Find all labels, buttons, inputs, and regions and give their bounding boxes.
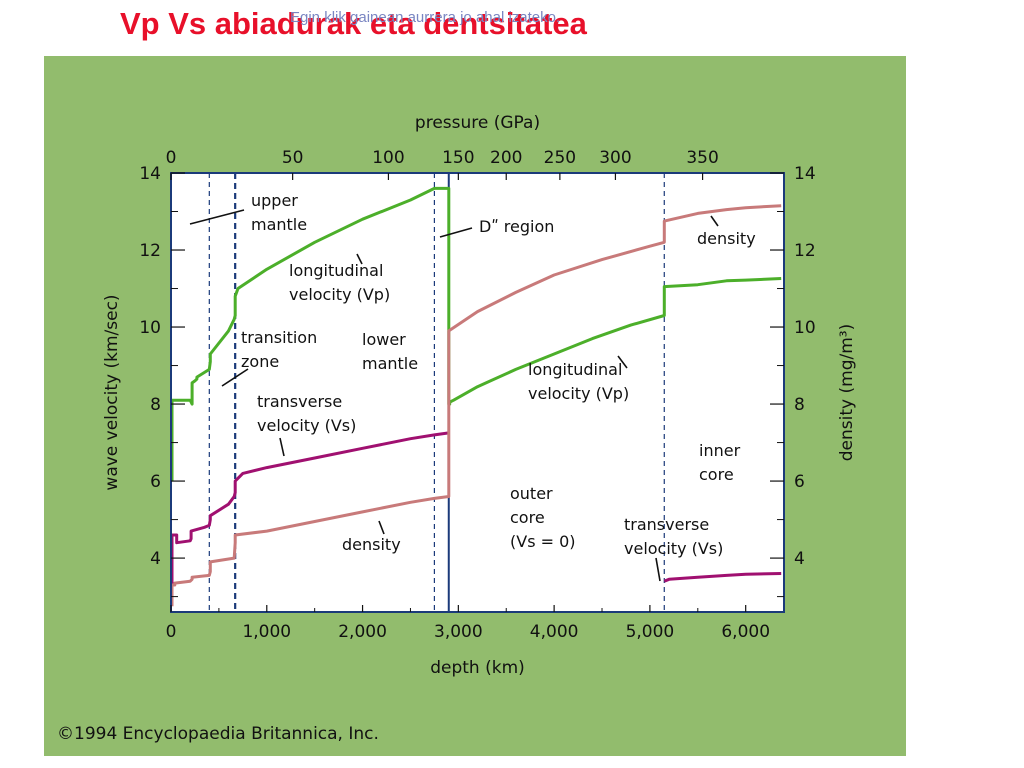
- annotation-text: density: [342, 535, 401, 554]
- earth-interior-chart: 0 1,000 2,000 3,000 4,000 5,000 6,000 4 4 6 6 8 8 10 1…: [102, 113, 857, 678]
- pressure-tick-label: 0: [166, 148, 177, 168]
- series-line-2-0: [170, 204, 782, 607]
- y-tick-label: 14: [139, 164, 161, 184]
- y2-tick-label: 10: [794, 318, 816, 338]
- series-line-1-0: [170, 431, 450, 601]
- pressure-tick-label: 250: [544, 148, 576, 168]
- series-line-1-1: [663, 572, 782, 583]
- pressure-tick-label: 100: [372, 148, 404, 168]
- pressure-tick-label: 200: [490, 148, 522, 168]
- annotation-text: zone: [241, 352, 279, 371]
- x-axis-title: depth (km): [430, 658, 525, 678]
- annotation-leader-10: [655, 557, 661, 582]
- annotation-text: upper: [251, 191, 298, 210]
- plot-frame: [170, 172, 785, 613]
- y2-tick-label: 14: [794, 164, 816, 184]
- annotation-text: inner: [699, 441, 741, 460]
- pressure-tick-label: 350: [686, 148, 718, 168]
- annotation-text: longitudinal: [289, 261, 383, 280]
- annotation-text: longitudinal: [528, 360, 622, 379]
- pressure-tick-label: 150: [442, 148, 474, 168]
- x-tick-label: 3,000: [434, 622, 483, 642]
- y2-tick-label: 4: [794, 549, 805, 569]
- annotation-text: velocity (Vp): [528, 384, 629, 403]
- y2-tick-label: 12: [794, 241, 816, 261]
- y-tick-label: 6: [150, 472, 161, 492]
- x-tick-label: 2,000: [338, 622, 387, 642]
- annotation-text: lower: [362, 330, 406, 349]
- y2-tick-label: 8: [794, 395, 805, 415]
- annotation-text: velocity (Vp): [289, 285, 390, 304]
- copyright-note: ©1994 Encyclopaedia Britannica, Inc.: [57, 724, 379, 744]
- annotation-leader-6: [378, 520, 385, 535]
- y-tick-label: 10: [139, 318, 161, 338]
- annotation-text: core: [699, 465, 734, 484]
- annotation-leader-1: [439, 227, 473, 238]
- annotation-text: mantle: [251, 215, 307, 234]
- annotation-text: transverse: [257, 392, 342, 411]
- annotation-text: core: [510, 508, 545, 527]
- pressure-tick-label: 300: [599, 148, 631, 168]
- annotation-leader-0: [189, 209, 245, 225]
- x-tick-label: 6,000: [721, 622, 770, 642]
- y2-tick-label: 6: [794, 472, 805, 492]
- y-tick-label: 12: [139, 241, 161, 261]
- annotation-text: mantle: [362, 354, 418, 373]
- y-axis-title: wave velocity (km/sec): [102, 294, 122, 490]
- y-tick-label: 8: [150, 395, 161, 415]
- chart-panel: 0 1,000 2,000 3,000 4,000 5,000 6,000 4 4 6 6 8 8 10 1…: [44, 56, 906, 756]
- annotation-leader-5: [279, 437, 285, 457]
- annotation-leader-2: [356, 253, 363, 265]
- annotation-text: outer: [510, 484, 553, 503]
- annotation-text: transverse: [624, 515, 709, 534]
- x-tick-label: 5,000: [626, 622, 675, 642]
- x-tick-label: 1,000: [242, 622, 291, 642]
- annotation-text: velocity (Vs): [257, 416, 356, 435]
- y2-axis-title: density (mg/m³): [837, 324, 857, 461]
- y-tick-label: 4: [150, 549, 161, 569]
- slide-title: Vp Vs abiadurak eta dentsitatea: [120, 6, 587, 41]
- annotation-text: Dʺ region: [479, 217, 554, 236]
- series-line-0-0: [170, 186, 782, 482]
- annotation-text: density: [697, 229, 756, 248]
- pressure-tick-label: 50: [282, 148, 304, 168]
- annotation-leader-11: [710, 215, 719, 227]
- pressure-axis-title: pressure (GPa): [415, 113, 540, 133]
- annotation-text: transition: [241, 328, 317, 347]
- annotation-text: velocity (Vs): [624, 539, 723, 558]
- annotation-leader-3: [221, 368, 249, 387]
- plot-area: [171, 173, 784, 612]
- x-tick-label: 4,000: [530, 622, 579, 642]
- annotation-leader-8: [617, 355, 628, 369]
- x-tick-label: 0: [166, 622, 177, 642]
- annotation-text: (Vs = 0): [510, 532, 576, 551]
- slide-hint[interactable]: Egin klik gainean aurrera jo ahal izatek…: [290, 9, 561, 26]
